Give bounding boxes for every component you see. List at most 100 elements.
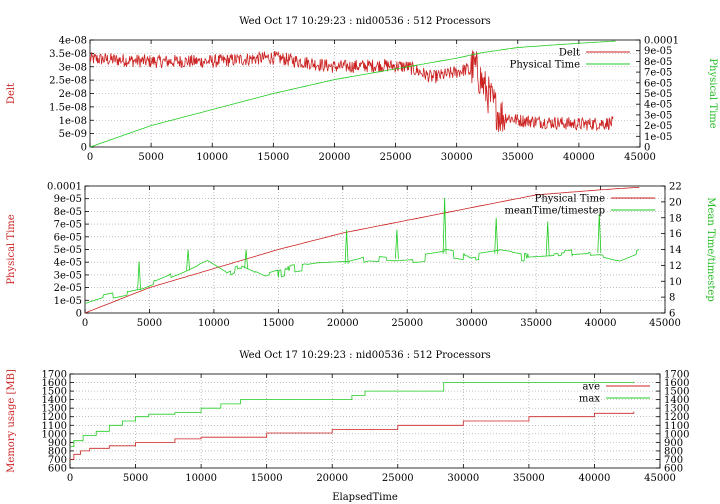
y-left-tick-label: 6e-05: [54, 232, 82, 243]
y-left-tick-label: 0: [76, 309, 82, 320]
x-tick-label: 20000: [316, 473, 348, 484]
y-right-tick-label: 800: [664, 446, 683, 457]
x-tick-label: 10000: [198, 318, 230, 329]
legend-label: meanTime/timestep: [504, 206, 605, 217]
x-tick-label: 30000: [456, 318, 488, 329]
x-tick-label: 0: [67, 473, 73, 484]
y-right-tick-label: 3e-05: [644, 110, 672, 121]
y-left-tick-label: 1300: [42, 404, 67, 415]
x-tick-label: 20000: [327, 318, 359, 329]
y-right-tick-label: 700: [664, 455, 683, 466]
y-left-tick-label: 5e-05: [54, 245, 82, 256]
y-right-tick-label: 14: [669, 245, 682, 256]
x-tick-label: 40000: [563, 152, 595, 163]
plot-frame: [84, 185, 666, 314]
y-left-tick-label: 3e-05: [54, 270, 82, 281]
x-tick-label: 5000: [138, 152, 163, 163]
x-tick-label: 0: [87, 152, 93, 163]
y-left-tick-label: 1000: [42, 429, 67, 440]
y-axis-label-left: Physical Time: [6, 214, 17, 284]
x-tick-label: 35000: [502, 152, 534, 163]
chart-memory-usage: Wed Oct 17 10:29:23 : nid00536 : 512 Pro…: [6, 350, 689, 503]
x-tick-label: 45000: [644, 473, 676, 484]
y-right-tick-label: 0.0001: [644, 36, 679, 47]
y-left-tick-label: 1.5e-08: [49, 102, 87, 113]
legend-label: Delt: [559, 48, 580, 59]
legend-label: max: [579, 394, 600, 405]
series-line-1: [70, 381, 635, 447]
y-left-tick-label: 8e-05: [54, 207, 82, 218]
x-tick-label: 35000: [520, 318, 552, 329]
y-left-tick-label: 800: [48, 446, 67, 457]
y-right-tick-label: 20: [669, 197, 682, 208]
series-line-1: [84, 197, 640, 304]
y-right-tick-label: 10: [669, 277, 682, 288]
y-left-tick-label: 4e-08: [59, 36, 87, 47]
y-right-tick-label: 900: [664, 438, 683, 449]
y-right-tick-label: 600: [664, 464, 683, 475]
y-right-tick-label: 1000: [664, 429, 689, 440]
x-axis-label: ElapsedTime: [332, 492, 398, 503]
x-tick-label: 10000: [196, 152, 228, 163]
y-right-tick-label: 2e-05: [644, 121, 672, 132]
y-axis-label-right: Physical Time: [707, 58, 718, 128]
y-left-tick-label: 2e-05: [54, 283, 82, 294]
y-left-tick-label: 3e-08: [59, 62, 87, 73]
x-tick-label: 5000: [137, 318, 162, 329]
x-tick-label: 40000: [585, 318, 617, 329]
y-right-tick-label: 1400: [664, 395, 689, 406]
y-axis-label-left: Delt: [6, 83, 17, 104]
y-right-tick-label: 6e-05: [644, 78, 672, 89]
y-right-tick-label: 1100: [664, 421, 689, 432]
y-left-tick-label: 900: [48, 438, 67, 449]
series-line-0: [84, 186, 640, 314]
y-left-tick-label: 0.0001: [47, 182, 82, 193]
plot-frame: [69, 373, 661, 469]
y-right-tick-label: 4e-05: [644, 100, 672, 111]
x-tick-label: 45000: [624, 152, 656, 163]
y-left-tick-label: 1600: [42, 378, 67, 389]
y-left-tick-label: 3.5e-08: [49, 49, 87, 60]
series-line-0: [89, 50, 614, 132]
x-tick-label: 0: [82, 318, 88, 329]
y-left-tick-label: 1700: [42, 370, 67, 381]
y-right-tick-label: 1300: [664, 404, 689, 415]
y-right-tick-label: 1700: [664, 370, 689, 381]
x-tick-label: 35000: [513, 473, 545, 484]
y-right-tick-label: 22: [669, 182, 682, 193]
y-left-tick-label: 2.5e-08: [49, 76, 87, 87]
y-axis-label-right: Mean Time/timestep: [705, 197, 716, 301]
y-left-tick-label: 1200: [42, 412, 67, 423]
legend-label: Physical Time: [510, 60, 580, 71]
x-tick-label: 20000: [319, 152, 351, 163]
x-tick-label: 30000: [447, 473, 479, 484]
x-tick-label: 15000: [257, 152, 289, 163]
x-tick-label: 15000: [251, 473, 283, 484]
legend-label: Physical Time: [535, 194, 605, 205]
x-tick-label: 40000: [579, 473, 611, 484]
y-right-tick-label: 1600: [664, 378, 689, 389]
y-left-tick-label: 2e-08: [59, 89, 87, 100]
y-left-tick-label: 1400: [42, 395, 67, 406]
y-right-tick-label: 8e-05: [644, 57, 672, 68]
x-tick-label: 25000: [380, 152, 412, 163]
y-right-tick-label: 1e-05: [644, 132, 672, 143]
y-left-tick-label: 9e-05: [54, 194, 82, 205]
y-left-tick-label: 1500: [42, 387, 67, 398]
y-axis-label-left: Memory usage [MB]: [6, 369, 17, 473]
y-right-tick-label: 8: [669, 293, 675, 304]
y-left-tick-label: 700: [48, 455, 67, 466]
x-tick-label: 45000: [649, 318, 681, 329]
y-left-tick-label: 1100: [42, 421, 67, 432]
plot-frame: [89, 39, 641, 148]
y-right-tick-label: 5e-05: [644, 89, 672, 100]
y-right-tick-label: 1500: [664, 387, 689, 398]
legend-label: ave: [582, 382, 600, 393]
y-left-tick-label: 5e-09: [59, 129, 87, 140]
chart-title: Wed Oct 17 10:29:23 : nid00536 : 512 Pro…: [239, 16, 491, 27]
y-right-tick-label: 16: [669, 229, 682, 240]
series-line-1: [89, 40, 616, 148]
chart-title: Wed Oct 17 10:29:23 : nid00536 : 512 Pro…: [239, 350, 491, 361]
x-tick-label: 5000: [123, 473, 148, 484]
